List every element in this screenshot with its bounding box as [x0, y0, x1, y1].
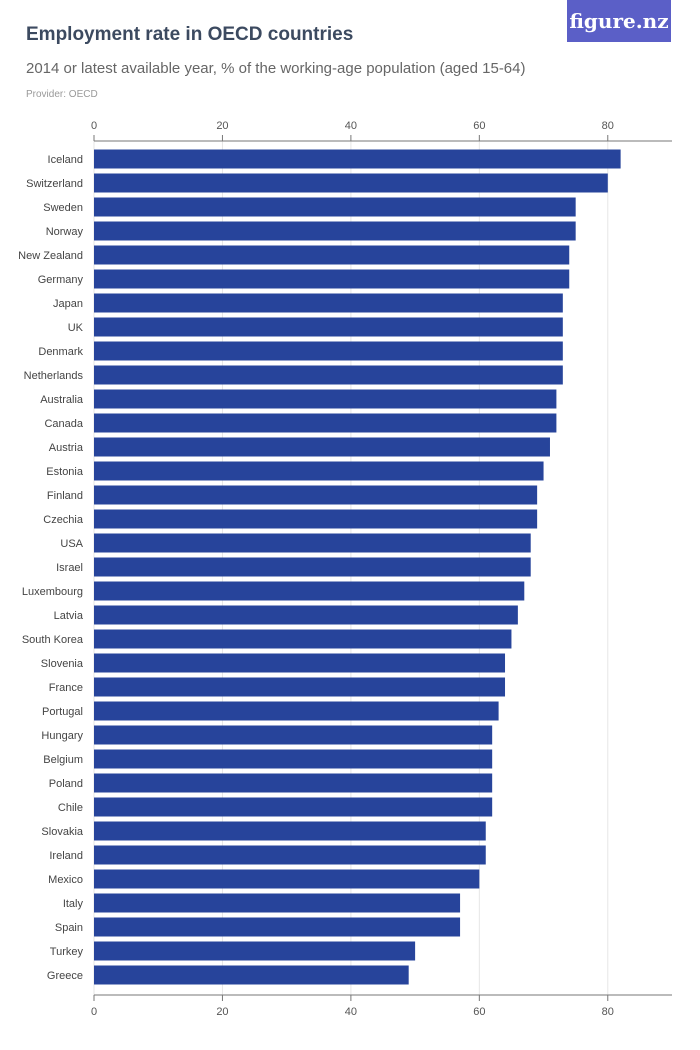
bar-estonia — [94, 461, 544, 481]
x-tick-label-top: 20 — [216, 120, 228, 132]
x-tick-label-bottom: 0 — [91, 1006, 97, 1018]
category-label: Czechia — [43, 514, 84, 526]
category-label: Norway — [46, 226, 84, 238]
bar-switzerland — [94, 173, 608, 193]
category-label: Portugal — [42, 706, 83, 718]
category-label: South Korea — [22, 634, 84, 646]
bar-hungary — [94, 725, 493, 745]
category-label: Iceland — [48, 154, 83, 166]
category-label: Spain — [55, 922, 83, 934]
bar-ireland — [94, 845, 486, 865]
chart-subtitle: 2014 or latest available year, % of the … — [26, 60, 526, 77]
category-label: Greece — [47, 970, 83, 982]
category-label: Finland — [47, 490, 83, 502]
category-label: Denmark — [38, 346, 83, 358]
bar-germany — [94, 269, 570, 289]
category-label: Mexico — [48, 874, 83, 886]
bar-canada — [94, 413, 557, 433]
category-label: Turkey — [50, 946, 84, 958]
category-label: Estonia — [46, 466, 84, 478]
bar-finland — [94, 485, 538, 505]
category-label: Hungary — [41, 730, 83, 742]
bar-slovenia — [94, 653, 506, 673]
category-label: New Zealand — [18, 250, 83, 262]
category-label: UK — [68, 322, 84, 334]
category-label: Australia — [40, 394, 84, 406]
x-tick-label-top: 60 — [473, 120, 485, 132]
bar-slovakia — [94, 821, 486, 841]
category-label: Canada — [44, 418, 83, 430]
category-label: Luxembourg — [22, 586, 83, 598]
figure-nz-logo[interactable]: figure.nz — [567, 0, 671, 42]
x-tick-label-top: 80 — [602, 120, 614, 132]
bar-mexico — [94, 869, 480, 889]
x-tick-label-bottom: 40 — [345, 1006, 357, 1018]
category-label: Austria — [49, 442, 84, 454]
bar-latvia — [94, 605, 518, 625]
category-label: Belgium — [43, 754, 83, 766]
bar-norway — [94, 221, 576, 241]
bar-turkey — [94, 941, 416, 961]
bar-poland — [94, 773, 493, 793]
bar-south-korea — [94, 629, 512, 649]
category-label: Slovenia — [41, 658, 84, 670]
bar-greece — [94, 965, 409, 985]
bar-israel — [94, 557, 531, 577]
x-tick-label-bottom: 80 — [602, 1006, 614, 1018]
x-tick-label-bottom: 60 — [473, 1006, 485, 1018]
category-label: Slovakia — [41, 826, 83, 838]
x-tick-label-bottom: 20 — [216, 1006, 228, 1018]
category-label: USA — [60, 538, 83, 550]
category-label: Chile — [58, 802, 83, 814]
bar-portugal — [94, 701, 499, 721]
bar-denmark — [94, 341, 563, 361]
category-label: Germany — [38, 274, 84, 286]
x-tick-label-top: 40 — [345, 120, 357, 132]
bar-australia — [94, 389, 557, 409]
category-label: Poland — [49, 778, 83, 790]
category-label: Israel — [56, 562, 83, 574]
x-tick-label-top: 0 — [91, 120, 97, 132]
bar-uk — [94, 317, 563, 337]
bar-austria — [94, 437, 550, 457]
category-label: Switzerland — [26, 178, 83, 190]
bar-belgium — [94, 749, 493, 769]
category-label: Italy — [63, 898, 84, 910]
chart-title: Employment rate in OECD countries — [26, 24, 354, 45]
category-label: Netherlands — [24, 370, 84, 382]
bar-czechia — [94, 509, 538, 529]
bar-new-zealand — [94, 245, 570, 265]
bar-sweden — [94, 197, 576, 217]
category-label: Sweden — [43, 202, 83, 214]
bar-iceland — [94, 149, 621, 169]
category-label: Japan — [53, 298, 83, 310]
bar-chile — [94, 797, 493, 817]
bar-luxembourg — [94, 581, 525, 601]
bar-netherlands — [94, 365, 563, 385]
bar-spain — [94, 917, 461, 937]
bar-usa — [94, 533, 531, 553]
provider-label: Provider: OECD — [26, 89, 98, 100]
bar-japan — [94, 293, 563, 313]
category-label: Latvia — [54, 610, 84, 622]
category-label: Ireland — [49, 850, 83, 862]
bar-italy — [94, 893, 461, 913]
category-label: France — [49, 682, 83, 694]
bar-france — [94, 677, 506, 697]
